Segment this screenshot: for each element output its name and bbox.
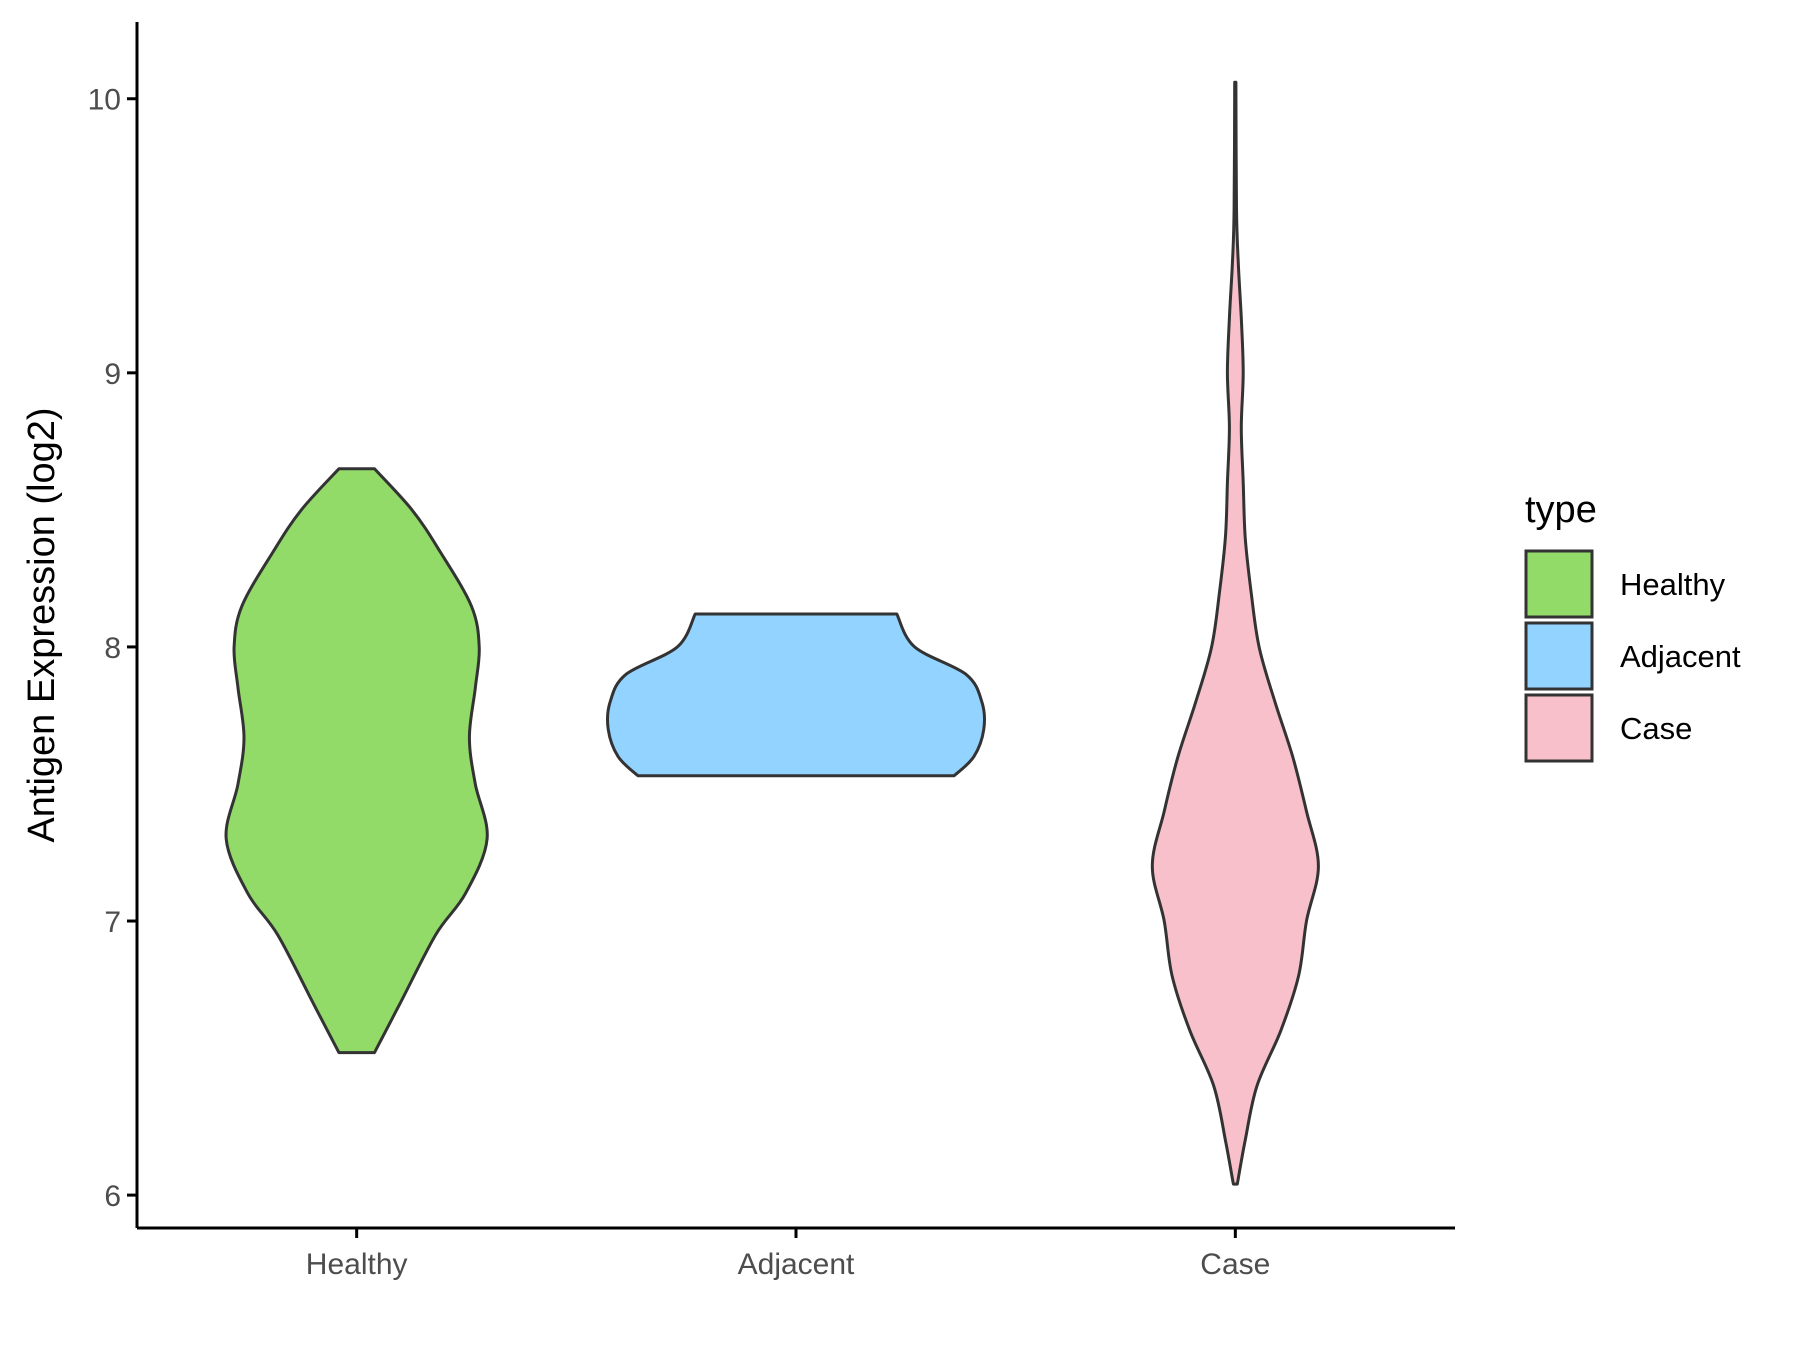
violin-adjacent [605,612,987,778]
x-tick-label-healthy: Healthy [306,1248,408,1281]
y-ticks: 6 7 8 9 10 [88,84,137,1213]
x-tick-label-adjacent: Adjacent [738,1248,855,1281]
violin-healthy [224,467,489,1055]
legend-swatch-healthy [1524,549,1594,619]
violins-layer [224,80,1320,1186]
legend-swatch-adjacent [1524,621,1594,691]
x-ticks: Healthy Adjacent Case [306,1228,1270,1281]
violin-case [1150,80,1320,1186]
y-tick-label: 7 [104,906,121,939]
legend-label-case: Case [1620,711,1692,746]
x-tick-label-case: Case [1200,1248,1270,1281]
legend-swatch-case [1524,693,1594,763]
legend-label-adjacent: Adjacent [1620,639,1741,674]
legend-entries: Healthy Adjacent Case [1524,549,1741,763]
y-tick-label: 8 [104,632,121,665]
y-tick-label: 9 [104,358,121,391]
legend-label-healthy: Healthy [1620,567,1726,602]
legend-title: type [1525,489,1597,531]
y-tick-label: 6 [104,1180,121,1213]
y-tick-label: 10 [88,84,121,117]
legend: type Healthy Adjacent Case [1524,489,1741,763]
y-axis-title: Antigen Expression (log2) [21,407,63,842]
